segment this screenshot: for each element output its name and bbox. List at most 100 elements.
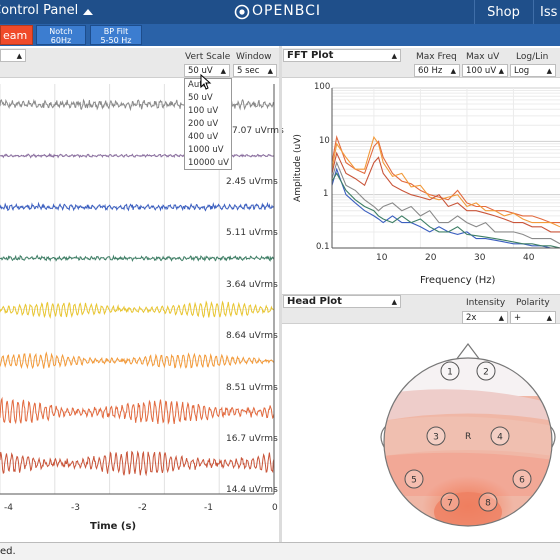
caret-up-icon: ▲: [391, 52, 397, 60]
electrode-4[interactable]: [490, 426, 510, 446]
notch-filter-button[interactable]: Notch 60Hz: [36, 25, 86, 45]
caret-up-icon: ▲: [546, 314, 552, 322]
intensity-select[interactable]: 2x ▲: [462, 311, 508, 324]
fft-y-axis-label: Amplitude (uV): [293, 134, 303, 202]
intensity-label: Intensity: [466, 298, 506, 308]
electrode-label: 8: [485, 499, 491, 509]
fft-y-tick: 0.1: [316, 242, 330, 252]
channel-7-rms: 16.7 uVrms: [226, 434, 278, 444]
channel-3-trace: [0, 201, 275, 212]
time-series-widget-select[interactable]: ▲: [0, 49, 26, 62]
shop-button[interactable]: Shop: [474, 0, 532, 24]
status-text: ed.: [0, 546, 16, 557]
log-lin-select[interactable]: Log ▲: [510, 64, 556, 77]
fft-y-tick: 10: [319, 136, 330, 146]
fft-series-line-3: [331, 151, 560, 233]
time-tick-label: 0: [272, 503, 278, 513]
electrode-label: 7: [447, 499, 453, 509]
fft-series: [331, 135, 560, 249]
issues-button[interactable]: Iss: [533, 0, 560, 24]
electrode-7[interactable]: [440, 492, 460, 512]
fft-x-tick: 30: [474, 253, 486, 263]
bandpass-label: BP Filt: [103, 27, 129, 36]
channel-8-trace: [0, 450, 275, 477]
max-uv-value: 100 uV: [466, 66, 497, 76]
window-label: Window: [236, 52, 272, 62]
time-tick-label: -1: [204, 503, 213, 513]
fft-title: FFT Plot: [287, 50, 334, 61]
brand-title: OpenBCI: [252, 3, 322, 19]
vert-scale-option[interactable]: 400 uV: [188, 132, 219, 142]
caret-up-icon: ▲: [450, 67, 456, 75]
panel-divider[interactable]: [279, 46, 282, 542]
electrode-6[interactable]: [512, 469, 532, 489]
fft-plot: [331, 87, 560, 249]
intensity-value: 2x: [466, 313, 477, 323]
fft-series-line-2: [331, 135, 560, 228]
reference-label: R: [465, 432, 472, 442]
caret-up-icon: ▲: [498, 67, 504, 75]
vert-scale-option[interactable]: 1000 uV: [188, 145, 224, 155]
top-bar: [0, 0, 560, 24]
bandpass-filter-button[interactable]: BP Filt 5-50 Hz: [90, 25, 142, 45]
time-tick-label: -4: [4, 503, 13, 513]
status-bar: ed.: [0, 542, 560, 560]
fft-series-line-1: [331, 135, 560, 224]
electrode-8[interactable]: [478, 492, 498, 512]
mouse-cursor-icon: [200, 74, 212, 90]
head-heatmap: [384, 358, 552, 526]
electrode-label: 4: [497, 433, 503, 443]
fft-x-tick: 40: [523, 253, 535, 263]
vert-scale-option[interactable]: Auto: [188, 80, 208, 90]
notch-label: Notch: [49, 27, 73, 36]
vert-scale-option[interactable]: 200 uV: [188, 119, 219, 129]
electrode-3[interactable]: [426, 426, 446, 446]
channel-4-rms: 3.64 uVrms: [226, 280, 278, 290]
polarity-label: Polarity: [516, 298, 550, 308]
time-tick-label: -3: [71, 503, 80, 513]
vert-scale-select[interactable]: 50 uV ▲: [184, 64, 230, 77]
channel-5-rms: 8.64 uVrms: [226, 331, 278, 341]
control-panel-label[interactable]: Control Panel: [0, 3, 79, 18]
vert-scale-option[interactable]: 100 uV: [188, 106, 219, 116]
chevron-up-icon[interactable]: [80, 4, 96, 20]
channel-6-rms: 8.51 uVrms: [226, 383, 278, 393]
fft-series-line-6: [331, 172, 560, 249]
fft-x-tick: 10: [376, 253, 388, 263]
fft-x-tick: 20: [425, 253, 437, 263]
fft-widget-select[interactable]: FFT Plot ▲: [283, 49, 401, 62]
electrode-label: 1: [447, 368, 453, 378]
caret-up-icon: ▲: [267, 67, 273, 75]
window-select[interactable]: 5 sec ▲: [233, 64, 277, 77]
electrode-label: 2: [483, 368, 489, 378]
fft-y-tick: 100: [314, 82, 331, 92]
channel-2-rms: 2.45 uVrms: [226, 177, 278, 187]
head-widget-select[interactable]: Head Plot ▲: [283, 295, 401, 308]
channel-8-rms: 14.4 uVrms: [226, 485, 278, 495]
channel-6-trace: [0, 351, 275, 370]
electrodes: 1 2 3 4 5 6 7 8: [404, 361, 532, 512]
fft-x-axis-label: Frequency (Hz): [420, 275, 496, 286]
time-series-plot: [0, 84, 275, 495]
vert-scale-label: Vert Scale: [185, 52, 231, 62]
electrode-label: 5: [411, 476, 417, 486]
max-freq-select[interactable]: 60 Hz ▲: [414, 64, 460, 77]
stream-button[interactable]: eam: [0, 25, 33, 45]
polarity-select[interactable]: + ▲: [510, 311, 556, 324]
time-series-header: [0, 48, 279, 78]
electrode-1[interactable]: [440, 361, 460, 381]
log-lin-label: Log/Lin: [516, 52, 549, 62]
vert-scale-dropdown: Auto 50 uV 100 uV 200 uV 400 uV 1000 uV …: [184, 78, 232, 170]
channel-5-trace: [0, 300, 275, 319]
channel-1-rms: 7.07 uVrms: [232, 126, 284, 136]
vert-scale-value: 50 uV: [188, 66, 213, 76]
electrode-5[interactable]: [404, 469, 424, 489]
max-uv-select[interactable]: 100 uV ▲: [462, 64, 508, 77]
bandpass-value: 5-50 Hz: [100, 36, 132, 45]
electrode-2[interactable]: [476, 361, 496, 381]
vert-scale-option[interactable]: 50 uV: [188, 93, 213, 103]
window-value: 5 sec: [237, 66, 260, 76]
stream-button-label: eam: [3, 29, 28, 42]
vert-scale-option[interactable]: 10000 uV: [188, 158, 229, 168]
channel-7-trace: [0, 396, 275, 425]
